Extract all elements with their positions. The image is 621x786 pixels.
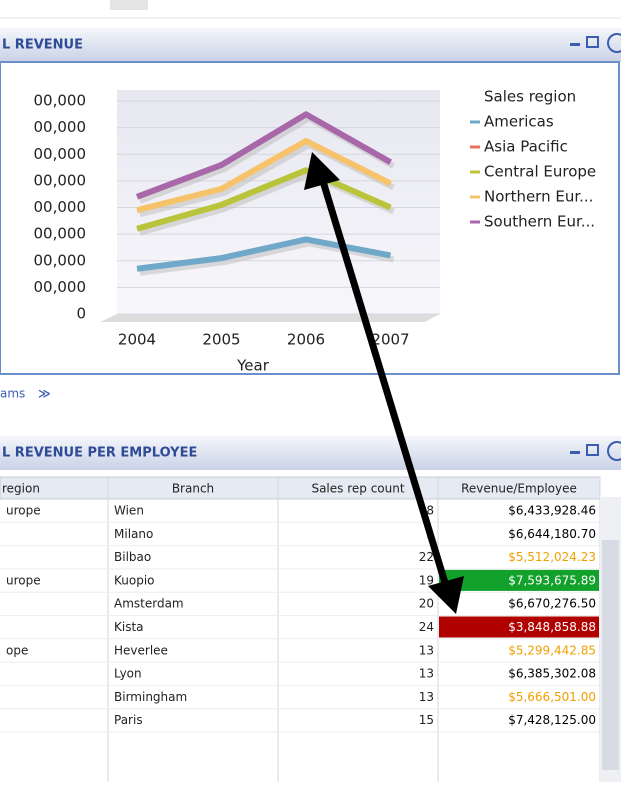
table-cell: $6,433,928.46 — [508, 504, 596, 518]
table-cell: $5,299,442.85 — [508, 643, 596, 657]
table-cell: 22 — [419, 550, 434, 564]
series-line — [136, 236, 392, 272]
table-cell: $5,512,024.23 — [508, 550, 596, 564]
column-header[interactable]: Revenue/Employee — [461, 482, 577, 496]
table-cell: 19 — [419, 573, 434, 587]
y-tick-label: 00,000 — [34, 118, 87, 136]
y-tick-label: 00,000 — [34, 92, 87, 110]
y-tick-label: 00,000 — [34, 145, 87, 163]
table-cell: 20 — [419, 597, 434, 611]
panel-header — [0, 28, 621, 62]
table-cell: Amsterdam — [114, 597, 184, 611]
minimize-button[interactable] — [570, 43, 580, 46]
table-cell: $6,670,276.50 — [508, 597, 596, 611]
legend-label: Northern Eur... — [484, 188, 593, 206]
cell-highlight — [439, 616, 599, 638]
table-cell: 13 — [419, 667, 434, 681]
legend-label: Central Europe — [484, 163, 596, 181]
panel-title: L REVENUE PER EMPLOYEE — [2, 446, 197, 461]
scrollbar-thumb[interactable] — [602, 540, 619, 770]
table-cell: $6,385,302.08 — [508, 667, 596, 681]
table-cell: urope — [6, 573, 41, 587]
close-button[interactable] — [607, 441, 621, 461]
table-cell: Lyon — [114, 667, 142, 681]
table-cell: $3,848,858.88 — [508, 620, 596, 634]
panel-header — [0, 436, 621, 470]
cell-highlight — [439, 569, 599, 591]
table-cell: $6,644,180.70 — [508, 527, 596, 541]
column-header[interactable]: region — [2, 482, 40, 496]
series-line — [135, 111, 392, 200]
y-tick-label: 00,000 — [34, 198, 87, 216]
table-cell: $5,666,501.00 — [508, 690, 596, 704]
table-cell: Heverlee — [114, 643, 168, 657]
table-cell: Wien — [114, 504, 144, 518]
table-cell: ope — [6, 643, 28, 657]
table-cell: 13 — [419, 643, 434, 657]
plot-floor — [100, 314, 440, 322]
x-tick-label: 2004 — [118, 331, 156, 349]
arrow — [304, 152, 464, 614]
y-tick-label: 00,000 — [34, 171, 87, 189]
legend-label: Southern Eur... — [484, 213, 595, 231]
panel-title: L REVENUE — [2, 38, 83, 53]
close-button[interactable] — [607, 33, 621, 53]
table-cell: Bilbao — [114, 550, 151, 564]
table: region Branch Sales rep count Revenue/Emplo… — [0, 476, 601, 782]
collapse-icon[interactable]: ≫ — [38, 387, 51, 401]
y-tick-label: 0 — [76, 305, 86, 323]
series-line — [136, 137, 392, 214]
table-cell: urope — [6, 504, 41, 518]
maximize-button[interactable] — [586, 36, 599, 48]
collapse-link[interactable]: ams — [0, 387, 25, 401]
table-cell: $7,593,675.89 — [508, 573, 596, 587]
column-header[interactable]: Sales rep count — [311, 482, 404, 496]
legend-title: Sales region — [484, 88, 576, 106]
minimize-button[interactable] — [570, 451, 580, 454]
table-cell: 8 — [426, 504, 434, 518]
x-tick-label: 2006 — [287, 331, 325, 349]
table-cell: Paris — [114, 713, 143, 727]
table-cell: 15 — [419, 713, 434, 727]
y-tick-label: 00,000 — [34, 251, 87, 269]
table-cell: Milano — [114, 527, 153, 541]
series-line — [136, 167, 392, 232]
legend: Americas Asia Pacific Central Europe Northe… — [470, 113, 596, 231]
x-tick-label: 2005 — [202, 331, 240, 349]
column-header[interactable]: Branch — [172, 482, 214, 496]
table-cell: Birmingham — [114, 690, 187, 704]
tab — [110, 0, 148, 10]
plot: 0 00,000 00,000 00,000 00,000 00,000 00,000 00,… — [34, 92, 440, 349]
y-tick-label: 00,000 — [34, 278, 87, 296]
maximize-button[interactable] — [586, 444, 599, 456]
x-axis-label: Year — [236, 357, 270, 375]
table-cell: 24 — [419, 620, 434, 634]
table-cell: Kista — [114, 620, 144, 634]
legend-label: Asia Pacific — [484, 138, 568, 156]
y-tick-label: 00,000 — [34, 225, 87, 243]
table-cell: Kuopio — [114, 573, 155, 587]
line-shadow — [139, 240, 395, 276]
legend-label: Americas — [484, 113, 554, 131]
x-tick-label: 2007 — [371, 331, 409, 349]
table-cell: 13 — [419, 690, 434, 704]
table-cell: $7,428,125.00 — [508, 713, 596, 727]
